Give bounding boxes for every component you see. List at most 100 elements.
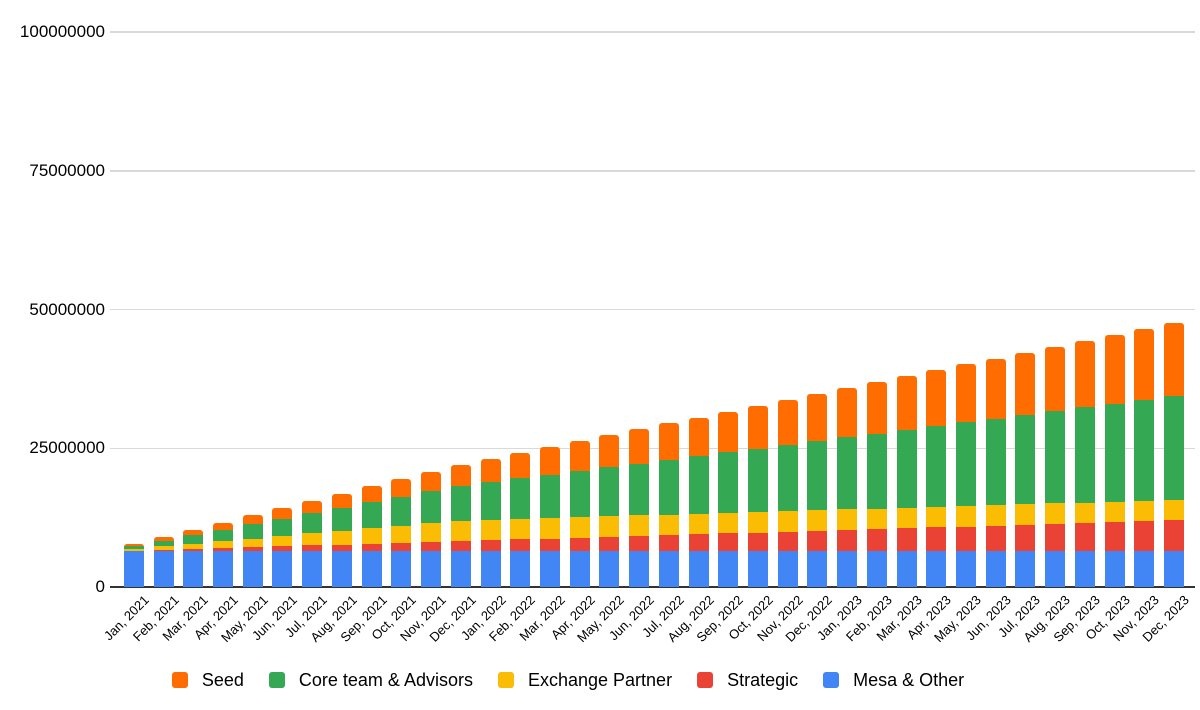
bar-segment-exchange-partner[interactable] [539,518,560,539]
bar-segment-core-team-advisors[interactable] [539,474,560,519]
bar-segment-strategic[interactable] [183,548,204,552]
bar-sep-2021[interactable] [361,486,382,587]
bar-segment-exchange-partner[interactable] [569,517,590,538]
bar-jun-2022[interactable] [629,429,650,587]
bar-segment-strategic[interactable] [777,531,798,552]
bar-nov-2022[interactable] [777,399,798,587]
bar-segment-mesa-other[interactable] [1074,551,1095,587]
bar-segment-exchange-partner[interactable] [1015,504,1036,525]
bar-segment-seed[interactable] [688,417,709,457]
bar-segment-mesa-other[interactable] [1015,551,1036,587]
bar-segment-core-team-advisors[interactable] [183,535,204,544]
bar-segment-mesa-other[interactable] [866,551,887,587]
bar-segment-core-team-advisors[interactable] [331,507,352,531]
bar-segment-core-team-advisors[interactable] [837,437,858,510]
bar-segment-strategic[interactable] [1164,520,1185,552]
bar-segment-seed[interactable] [213,522,234,530]
bar-segment-exchange-partner[interactable] [688,513,709,535]
bar-segment-seed[interactable] [331,493,352,508]
bar-segment-core-team-advisors[interactable] [747,448,768,512]
bar-segment-mesa-other[interactable] [272,551,293,587]
bar-segment-mesa-other[interactable] [421,551,442,587]
bar-segment-seed[interactable] [1164,323,1185,397]
bar-may-2022[interactable] [599,435,620,587]
bar-segment-strategic[interactable] [421,541,442,552]
bar-segment-exchange-partner[interactable] [747,512,768,533]
bar-segment-exchange-partner[interactable] [807,510,828,531]
bar-segment-exchange-partner[interactable] [242,538,263,548]
bar-segment-seed[interactable] [539,447,560,475]
bar-segment-exchange-partner[interactable] [302,533,323,546]
bar-segment-core-team-advisors[interactable] [1104,403,1125,502]
bar-segment-mesa-other[interactable] [956,551,977,587]
bar-apr-2022[interactable] [569,441,590,587]
bar-segment-seed[interactable] [242,515,263,525]
bar-segment-seed[interactable] [450,464,471,486]
bar-segment-core-team-advisors[interactable] [510,478,531,519]
bar-segment-strategic[interactable] [956,526,977,552]
bar-segment-exchange-partner[interactable] [658,514,679,536]
bar-segment-seed[interactable] [956,364,977,423]
bar-segment-mesa-other[interactable] [807,551,828,587]
bar-aug-2021[interactable] [331,493,352,587]
bar-oct-2023[interactable] [1104,334,1125,587]
bar-segment-exchange-partner[interactable] [837,509,858,530]
bar-segment-strategic[interactable] [926,527,947,552]
bar-segment-core-team-advisors[interactable] [361,502,382,529]
bar-apr-2021[interactable] [213,522,234,587]
bar-segment-exchange-partner[interactable] [1074,502,1095,524]
bar-segment-exchange-partner[interactable] [896,507,917,529]
bar-segment-core-team-advisors[interactable] [569,470,590,518]
bar-segment-strategic[interactable] [599,536,620,552]
bar-segment-mesa-other[interactable] [153,551,174,587]
bar-segment-strategic[interactable] [569,537,590,552]
legend-item-seed[interactable]: Seed [171,670,244,690]
bar-segment-strategic[interactable] [213,548,234,552]
bar-mar-2023[interactable] [896,376,917,587]
bar-segment-seed[interactable] [747,405,768,449]
bar-segment-strategic[interactable] [450,541,471,552]
bar-segment-exchange-partner[interactable] [718,512,739,534]
bar-segment-strategic[interactable] [718,533,739,552]
bar-segment-mesa-other[interactable] [450,551,471,587]
bar-segment-seed[interactable] [302,500,323,514]
bar-mar-2022[interactable] [539,447,560,587]
bar-segment-core-team-advisors[interactable] [1134,399,1155,501]
bar-segment-core-team-advisors[interactable] [1074,407,1095,503]
bar-segment-exchange-partner[interactable] [153,546,174,550]
bar-mar-2021[interactable] [183,529,204,587]
bar-segment-seed[interactable] [777,399,798,445]
bar-segment-core-team-advisors[interactable] [302,513,323,534]
bar-segment-mesa-other[interactable] [747,551,768,587]
bar-jan-2022[interactable] [480,458,501,587]
bar-segment-strategic[interactable] [747,532,768,552]
bar-segment-exchange-partner[interactable] [926,506,947,528]
bar-segment-exchange-partner[interactable] [510,518,531,540]
bar-segment-core-team-advisors[interactable] [1045,411,1066,504]
bar-segment-core-team-advisors[interactable] [658,459,679,515]
bar-segment-seed[interactable] [1074,340,1095,408]
bar-segment-exchange-partner[interactable] [391,525,412,543]
bar-segment-mesa-other[interactable] [896,551,917,587]
bar-segment-exchange-partner[interactable] [421,523,442,542]
bar-segment-mesa-other[interactable] [480,551,501,587]
bar-segment-core-team-advisors[interactable] [718,452,739,513]
bar-segment-exchange-partner[interactable] [450,520,471,542]
legend-item-mesa-other[interactable]: Mesa & Other [823,670,964,690]
bar-segment-mesa-other[interactable] [985,551,1006,587]
bar-segment-strategic[interactable] [242,547,263,552]
bar-segment-seed[interactable] [599,435,620,468]
bar-segment-mesa-other[interactable] [1104,551,1125,587]
bar-segment-core-team-advisors[interactable] [629,463,650,516]
bar-segment-strategic[interactable] [866,529,887,552]
bar-segment-seed[interactable] [1045,346,1066,412]
bar-segment-core-team-advisors[interactable] [807,441,828,511]
bar-jun-2021[interactable] [272,508,293,587]
bar-segment-exchange-partner[interactable] [1164,499,1185,521]
bar-feb-2022[interactable] [510,452,531,587]
bar-segment-exchange-partner[interactable] [777,511,798,532]
bar-segment-seed[interactable] [153,536,174,541]
bar-segment-strategic[interactable] [629,535,650,552]
bar-segment-mesa-other[interactable] [718,551,739,587]
bar-segment-exchange-partner[interactable] [866,508,887,530]
